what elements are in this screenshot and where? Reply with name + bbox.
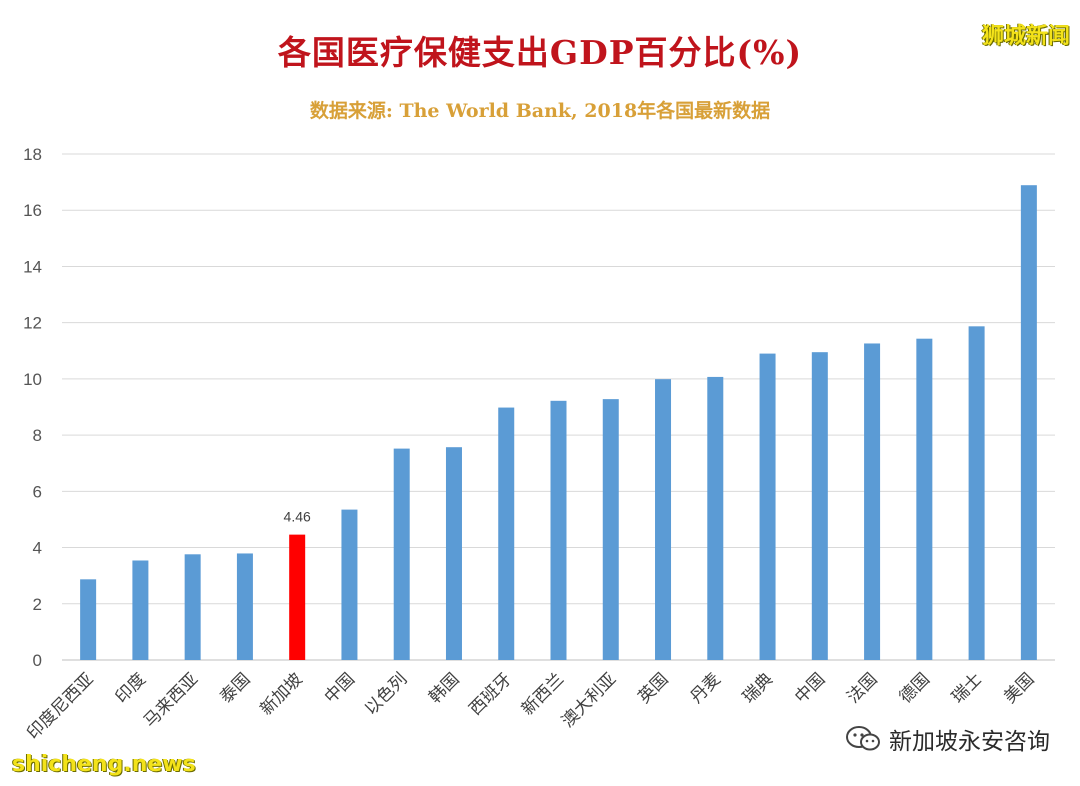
brand-watermark-bottom: shicheng.news <box>12 752 196 777</box>
chart-subtitle: 数据来源: The World Bank, 2018年各国最新数据 <box>309 100 771 122</box>
bar-16 <box>864 343 881 660</box>
x-category-label: 英国 <box>634 669 672 707</box>
data-label: 4.46 <box>284 509 311 525</box>
x-category-label: 西班牙 <box>466 669 516 719</box>
x-category-label: 美国 <box>1000 669 1038 707</box>
x-category-label: 印度尼西亚 <box>23 669 97 743</box>
bar-18 <box>968 326 985 660</box>
x-category-label: 法国 <box>843 669 881 707</box>
y-tick-label: 18 <box>23 145 42 164</box>
bar-12 <box>655 379 672 660</box>
bar-15 <box>811 352 828 660</box>
x-category-label: 新西兰 <box>518 669 568 719</box>
bar-5 <box>289 534 306 660</box>
x-category-label: 新加坡 <box>257 669 307 719</box>
bar-3 <box>184 554 201 660</box>
bar-11 <box>602 399 619 660</box>
x-category-label: 马来西亚 <box>140 669 202 731</box>
bar-19 <box>1020 185 1037 660</box>
x-category-label: 丹麦 <box>687 669 725 707</box>
x-category-label: 中国 <box>321 669 359 707</box>
y-tick-label: 4 <box>33 539 42 558</box>
y-tick-label: 6 <box>33 482 42 501</box>
y-tick-label: 8 <box>33 426 42 445</box>
x-category-label: 泰国 <box>216 669 254 707</box>
wechat-watermark: 新加坡永安咨询 <box>845 722 1050 756</box>
x-category-label: 以色列 <box>361 669 411 719</box>
y-tick-label: 12 <box>23 314 42 333</box>
y-tick-label: 16 <box>23 201 42 220</box>
x-category-label: 瑞士 <box>948 669 986 707</box>
bar-4 <box>236 553 253 660</box>
bar-6 <box>341 509 358 660</box>
x-category-label: 德国 <box>896 669 934 707</box>
chart-title: 各国医疗保健支出GDP百分比(%) <box>277 33 803 72</box>
wechat-icon <box>846 726 880 751</box>
bar-17 <box>916 338 933 660</box>
bar-13 <box>707 376 724 660</box>
bar-1 <box>80 579 97 660</box>
bar-8 <box>445 447 462 660</box>
bars <box>80 185 1037 660</box>
y-tick-label: 0 <box>33 651 42 670</box>
bar-9 <box>498 407 515 660</box>
bar-10 <box>550 400 567 660</box>
x-category-label: 印度 <box>112 669 150 707</box>
x-category-label: 中国 <box>791 669 829 707</box>
x-category-label: 澳大利亚 <box>558 669 620 731</box>
bar-2 <box>132 560 149 660</box>
y-axis-ticks: 0 2 4 6 8 10 12 14 16 18 <box>23 145 42 670</box>
bar-14 <box>759 353 776 660</box>
x-category-label: 瑞典 <box>739 669 777 707</box>
y-tick-label: 2 <box>33 595 42 614</box>
data-labels: 4.46 <box>284 509 311 525</box>
y-tick-label: 14 <box>23 257 42 276</box>
wechat-account-name: 新加坡永安咨询 <box>889 729 1050 755</box>
bar-7 <box>393 448 410 660</box>
brand-watermark-top: 狮城新闻 <box>981 24 1070 49</box>
x-category-label: 韩国 <box>425 669 463 707</box>
y-tick-label: 10 <box>23 370 42 389</box>
